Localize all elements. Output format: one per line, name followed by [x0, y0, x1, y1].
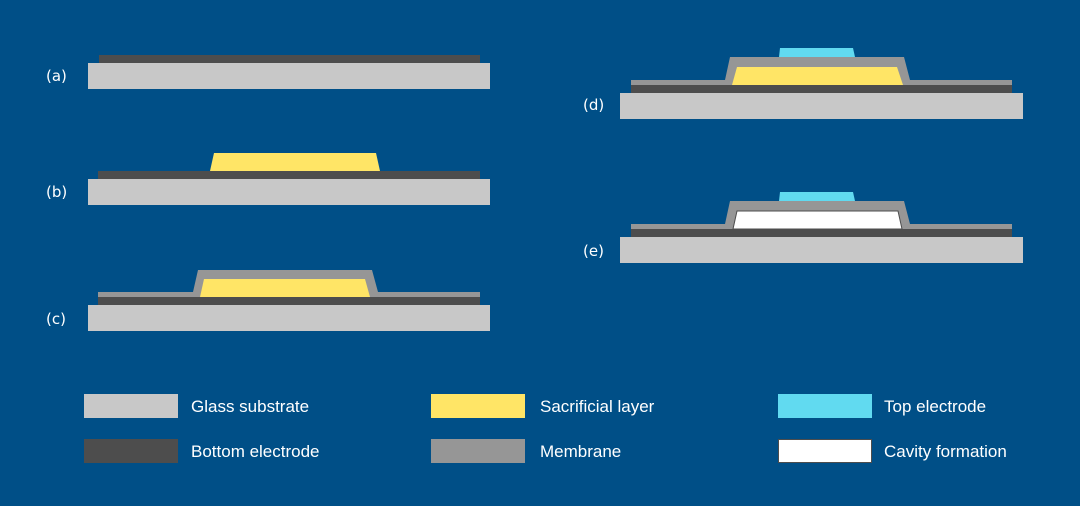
legend-swatch-bottom-electrode [84, 439, 178, 463]
legend-label: Cavity formation [884, 442, 1007, 461]
bottom-electrode [98, 171, 480, 179]
glass-substrate [620, 93, 1023, 119]
legend-label: Bottom electrode [191, 442, 320, 461]
sacrificial-layer [200, 279, 370, 297]
legend-label: Top electrode [884, 397, 986, 416]
bottom-electrode [99, 55, 480, 63]
step-label: (a) [46, 67, 67, 85]
legend-swatch-sacrificial-layer [431, 394, 525, 418]
step-d: (d) [583, 48, 1023, 119]
legend: Glass substrate Bottom electrode Sacrifi… [84, 394, 1007, 463]
step-label: (e) [583, 242, 604, 260]
step-e: (e) [583, 192, 1023, 263]
glass-substrate [88, 63, 490, 89]
bottom-electrode [631, 85, 1012, 93]
step-label: (b) [46, 183, 67, 201]
step-label: (d) [583, 96, 604, 114]
legend-label: Membrane [540, 442, 621, 461]
step-a: (a) [46, 55, 490, 89]
glass-substrate [620, 237, 1023, 263]
bottom-electrode [631, 229, 1012, 237]
glass-substrate [88, 179, 490, 205]
cavity [732, 210, 903, 230]
legend-label: Glass substrate [191, 397, 309, 416]
legend-swatch-top-electrode [778, 394, 872, 418]
step-label: (c) [46, 310, 66, 328]
glass-substrate [88, 305, 490, 331]
legend-swatch-glass-substrate [84, 394, 178, 418]
legend-swatch-membrane [431, 439, 525, 463]
legend-swatch-cavity-formation [778, 439, 872, 463]
top-electrode [779, 192, 855, 201]
sacrificial-layer [732, 67, 903, 85]
sacrificial-layer [210, 153, 380, 171]
top-electrode [779, 48, 855, 57]
bottom-electrode [98, 297, 480, 305]
step-b: (b) [46, 153, 490, 205]
legend-label: Sacrificial layer [540, 397, 655, 416]
step-c: (c) [46, 270, 490, 331]
